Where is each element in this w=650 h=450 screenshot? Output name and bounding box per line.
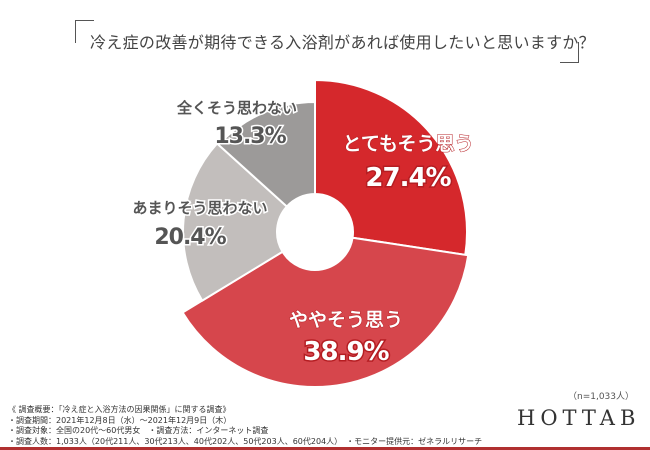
note-line: ・調査期間：2021年12月8日（水）～2021年12月9日（木） <box>8 415 232 425</box>
chart-title: 冷え症の改善が期待できる入浴剤があれば使用したいと思いますか？ <box>90 33 595 52</box>
slice-value-label: 20.4% <box>154 225 226 250</box>
slice-label: 全くそう思わない <box>176 99 297 117</box>
slice-value-label: 27.4% <box>365 163 451 193</box>
slice-value-label: 13.3% <box>214 124 286 149</box>
note-line: 《 調査概要：「冷え症と入浴方法の因果関係」に関する調査》 <box>8 405 231 414</box>
slice-label: あまりそう思わない <box>132 199 267 217</box>
slice-label: とてもそう思う <box>342 133 473 155</box>
survey-notes: 《 調査概要：「冷え症と入浴方法の因果関係」に関する調査》 ・調査期間：2021… <box>8 405 482 447</box>
slice-label: ややそう思う <box>289 309 403 331</box>
bottom-rule <box>0 447 650 450</box>
slice-4 <box>217 100 316 208</box>
title-bracket-left <box>75 20 94 43</box>
note-line: ・調査対象：全国の20代～60代男女 ・調査方法：インターネット調査 <box>8 426 269 435</box>
slice-3 <box>182 142 289 302</box>
note-line: ・調査人数：1,033人（20代211人、30代213人、40代202人、50代… <box>8 436 483 446</box>
hottab-logo: HOTTAB <box>517 406 641 430</box>
title-bracket-right <box>560 42 579 63</box>
slice-1 <box>314 78 468 256</box>
slice-value-label: 38.9% <box>303 337 389 367</box>
sample-size: （n=1,033人） <box>567 392 634 402</box>
slice-2 <box>181 236 470 388</box>
